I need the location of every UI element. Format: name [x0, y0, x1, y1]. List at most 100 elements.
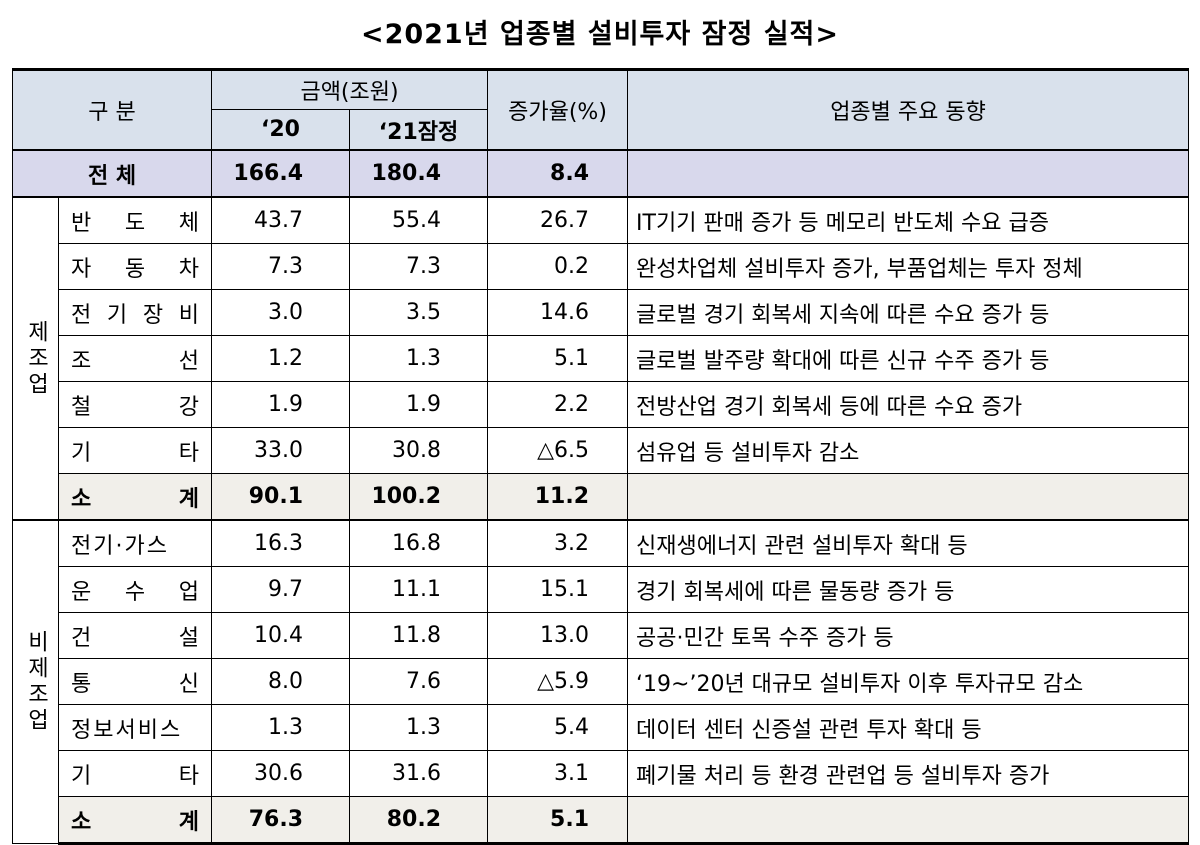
header-category: 구 분 — [11, 68, 213, 151]
nonmfg-subtotal-2021: 80.2 — [349, 796, 489, 845]
nonmfg-row-2021: 16.8 — [349, 519, 489, 567]
mfg-row-2021: 7.3 — [349, 243, 489, 290]
name-char: 계 — [178, 809, 200, 835]
mfg-row-2021: 3.5 — [349, 289, 489, 336]
name-char: 조 — [71, 348, 92, 374]
nonmfg-row-rate: 3.1 — [487, 750, 629, 797]
table-row: 운 수 업 9.7 11.1 15.1 경기 회복세에 따른 물동량 증가 등 — [13, 566, 1190, 613]
mfg-group-text: 제조업 — [23, 319, 49, 398]
nonmfg-group-label: 비제조업 — [12, 519, 59, 844]
name-char: 자 — [71, 256, 92, 282]
nonmfg-row-2020: 1.3 — [211, 704, 351, 751]
mfg-row-rate: 0.2 — [487, 243, 629, 290]
nonmfg-row-2020: 16.3 — [211, 519, 351, 567]
total-2021: 180.4 — [349, 149, 489, 198]
table-row: 정보서비스 1.3 1.3 5.4 데이터 센터 신증설 관련 투자 확대 등 — [13, 704, 1190, 751]
name-char: 신 — [178, 671, 200, 697]
header-row-2: ‘20 ‘21잠정 — [13, 109, 1189, 151]
name-char: 통 — [71, 671, 92, 697]
mfg-subtotal-rate: 11.2 — [487, 473, 629, 521]
nonmfg-row-trend: 폐기물 처리 등 환경 관련업 등 설비투자 증가 — [627, 750, 1190, 797]
mfg-row-trend: 완성차업체 설비투자 증가, 부품업체는 투자 정체 — [627, 243, 1190, 290]
nonmfg-row-2021: 11.8 — [349, 612, 489, 659]
nonmfg-group-text: 비제조업 — [23, 630, 49, 734]
name-char: 설 — [178, 625, 200, 651]
table-row: 자 동 차 7.3 7.3 0.2 완성차업체 설비투자 증가, 부품업체는 투자 정체 — [13, 243, 1190, 290]
name-char: 기 — [71, 763, 92, 789]
nonmfg-row-2020: 30.6 — [211, 750, 351, 797]
table-row: 건 설 10.4 11.8 13.0 공공·민간 토목 수주 증가 등 — [13, 612, 1190, 659]
page-title: <2021년 업종별 설비투자 잠정 실적> — [360, 19, 840, 50]
table-row: 전 기 장 비 3.0 3.5 14.6 글로벌 경기 회복세 지속에 따른 수요 증가 등 — [13, 289, 1190, 336]
nonmfg-row-rate: △5.9 — [487, 658, 629, 705]
nonmfg-row-rate: 15.1 — [487, 566, 629, 613]
mfg-row-2021: 1.9 — [349, 381, 489, 428]
name-char: 비 — [178, 302, 200, 328]
nonmfg-row-2021: 11.1 — [349, 566, 489, 613]
nonmfg-row-name: 전기·가스 — [57, 519, 213, 567]
mfg-row-2020: 43.7 — [211, 196, 351, 244]
nonmfg-row-2020: 8.0 — [211, 658, 351, 705]
name-char: 강 — [178, 394, 200, 420]
nonmfg-subtotal-trend — [627, 796, 1190, 845]
mfg-row-2021: 30.8 — [349, 427, 489, 474]
name-char: 타 — [178, 440, 200, 466]
total-label: 전 체 — [11, 149, 213, 198]
name-char: 기 — [106, 302, 128, 328]
name-char: 철 — [71, 394, 92, 420]
name-char: 소 — [71, 486, 92, 512]
nonmfg-subtotal-rate: 5.1 — [487, 796, 629, 845]
mfg-row-trend: 섬유업 등 설비투자 감소 — [627, 427, 1190, 474]
mfg-subtotal-2021: 100.2 — [349, 473, 489, 521]
table-row: 통 신 8.0 7.6 △5.9 ‘19~’20년 대규모 설비투자 이후 투자규모 감소 — [13, 658, 1190, 705]
mfg-row-2021: 1.3 — [349, 335, 489, 382]
nonmfg-subtotal-row: 소 계 76.3 80.2 5.1 — [13, 796, 1190, 845]
name-char: 체 — [178, 210, 199, 236]
name-char: 업 — [178, 579, 199, 605]
total-rate: 8.4 — [487, 149, 629, 198]
name-char: 선 — [178, 348, 200, 374]
nonmfg-row-2021: 1.3 — [349, 704, 489, 751]
nonmfg-row-2021: 7.6 — [349, 658, 489, 705]
header-row-1: 구 분 금액(조원) 증가율(%) 업종별 주요 동향 — [11, 68, 1190, 151]
nonmfg-row-trend: ‘19~’20년 대규모 설비투자 이후 투자규모 감소 — [627, 658, 1190, 705]
name-char: 수 — [124, 579, 146, 605]
mfg-row-2020: 3.0 — [211, 289, 351, 336]
nonmfg-row-name: 정보서비스 — [57, 704, 213, 751]
name-char: 도 — [124, 210, 146, 236]
mfg-row-2021: 55.4 — [349, 196, 489, 244]
name-char: 장 — [142, 302, 164, 328]
table-row: 철 강 1.9 1.9 2.2 전방산업 경기 회복세 등에 따른 수요 증가 — [13, 381, 1190, 428]
name-char: 전 — [71, 302, 92, 328]
table-row: 제조업 반 도 체 43.7 55.4 26.7 IT기기 판매 증가 등 메모리 반도체 수… — [12, 196, 1190, 521]
nonmfg-row-rate: 3.2 — [487, 519, 629, 567]
mfg-subtotal-2020: 90.1 — [211, 473, 351, 521]
total-2020: 166.4 — [211, 149, 351, 198]
mfg-row-trend: 전방산업 경기 회복세 등에 따른 수요 증가 — [627, 381, 1190, 428]
mfg-row-2020: 7.3 — [211, 243, 351, 290]
table-body: 전 체 166.4 180.4 8.4 제조업 반 도 체 43.7 55.4 26.7 IT… — [11, 149, 1190, 845]
mfg-row-rate: 2.2 — [487, 381, 629, 428]
